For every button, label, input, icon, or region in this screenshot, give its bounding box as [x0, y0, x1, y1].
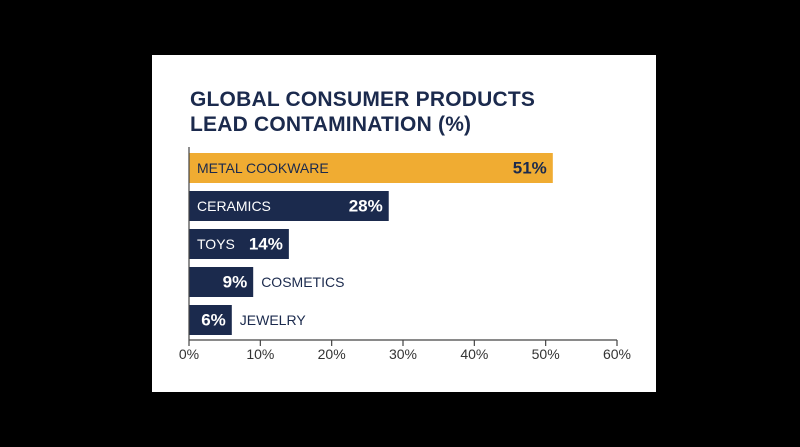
bar-category-label: METAL COOKWARE	[197, 160, 329, 176]
bar-category-label: CERAMICS	[197, 198, 271, 214]
chart-card: GLOBAL CONSUMER PRODUCTS LEAD CONTAMINAT…	[152, 55, 656, 392]
x-tick-label: 10%	[246, 346, 274, 362]
chart-title: GLOBAL CONSUMER PRODUCTS LEAD CONTAMINAT…	[190, 87, 535, 137]
chart-title-line-2: LEAD CONTAMINATION (%)	[190, 113, 472, 136]
bar	[189, 305, 232, 335]
x-tick-label: 40%	[460, 346, 488, 362]
bar	[189, 267, 254, 297]
bar-category-label: COSMETICS	[261, 274, 344, 290]
bar-category-label: TOYS	[197, 236, 235, 252]
bar-value-label: 14%	[249, 235, 283, 254]
x-tick-label: 50%	[532, 346, 560, 362]
bar	[189, 229, 289, 259]
x-tick-label: 30%	[389, 346, 417, 362]
x-tick-label: 60%	[603, 346, 631, 362]
bar-value-label: 6%	[201, 311, 226, 330]
bar-category-label: JEWELRY	[240, 312, 307, 328]
bar	[189, 191, 389, 221]
bar-value-label: 51%	[513, 159, 547, 178]
x-tick-label: 20%	[318, 346, 346, 362]
bar	[189, 153, 553, 183]
bar-value-label: 9%	[223, 273, 248, 292]
bar-value-label: 28%	[349, 197, 383, 216]
bar-chart: 51% METAL COOKWARE 28% CERAMICS 14% TOYS 9% COS…	[179, 147, 631, 362]
chart-title-line-1: GLOBAL CONSUMER PRODUCTS	[190, 88, 536, 111]
x-tick-label: 0%	[179, 346, 199, 362]
